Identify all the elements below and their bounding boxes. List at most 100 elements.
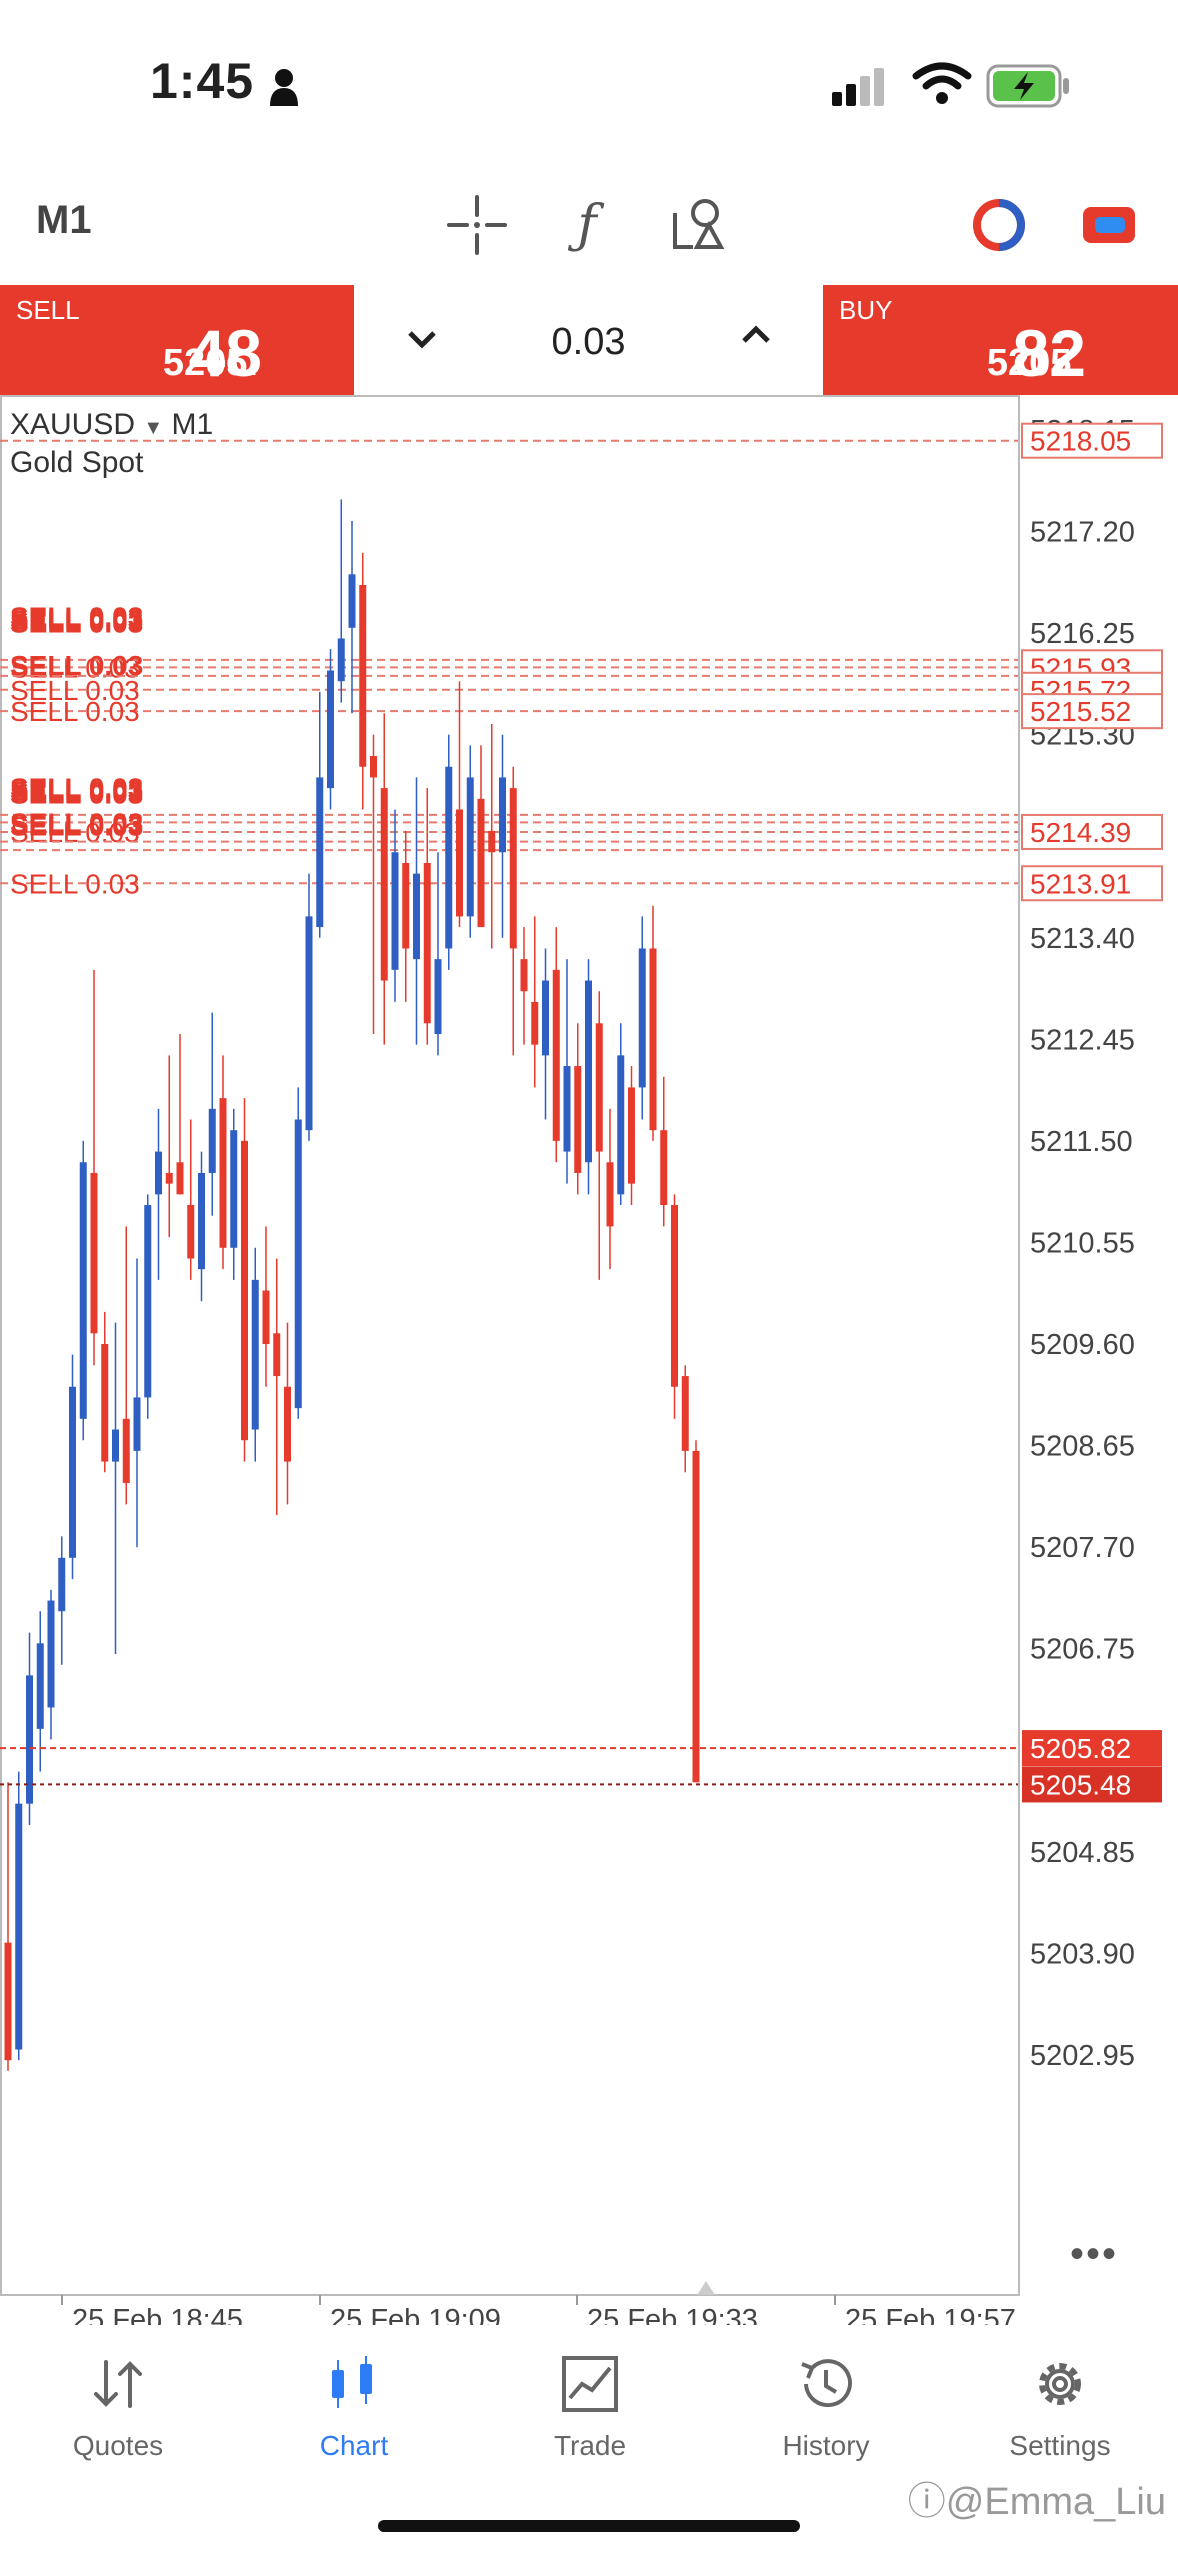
- x-tick-label: 25 Feb 19:09: [330, 2304, 501, 2325]
- symbol-description: Gold Spot: [10, 446, 144, 479]
- candle-body: [423, 862, 431, 1024]
- candle-body: [413, 873, 420, 960]
- home-indicator: [378, 2520, 800, 2532]
- status-time: 1:45: [150, 53, 255, 109]
- increase-lot-icon[interactable]: [738, 317, 774, 353]
- candle-body: [101, 1343, 109, 1462]
- candle-body: [198, 1172, 205, 1270]
- nav-history[interactable]: History: [708, 2348, 944, 2478]
- candle-body: [434, 959, 442, 1034]
- candle-body: [241, 1140, 248, 1441]
- nav-settings[interactable]: Settings: [942, 2348, 1178, 2478]
- y-tick-label: 5206.75: [1030, 1634, 1135, 1666]
- order-line-label: SELL 0.03: [10, 650, 143, 681]
- candle-body: [305, 916, 313, 1131]
- lot-value[interactable]: 0.03: [551, 321, 626, 363]
- candle-body: [552, 969, 560, 1141]
- timeframe-selector[interactable]: M1: [36, 198, 92, 242]
- sell-price-main: 5205.: [162, 342, 258, 384]
- candle-body: [681, 1376, 689, 1451]
- symbol-dropdown-icon: ▼: [143, 417, 164, 439]
- x-tick-label: 25 Feb 19:57: [845, 2304, 1016, 2325]
- order-line-label: SELL 0.03: [10, 772, 143, 803]
- nav-chart[interactable]: Chart: [236, 2348, 472, 2478]
- nav-quotes[interactable]: Quotes: [0, 2348, 236, 2478]
- symbol-timeframe: M1: [171, 408, 214, 441]
- order-line-label: SELL 0.03: [10, 604, 143, 635]
- y-tick-label: 5202.95: [1030, 2040, 1135, 2072]
- y-tick-label: 5213.40: [1030, 923, 1135, 955]
- candle-body: [133, 1397, 141, 1451]
- y-tick-label: 5203.90: [1030, 1938, 1135, 1970]
- order-line-label: SELL 0.03: [10, 607, 143, 638]
- objects-icon[interactable]: [664, 190, 734, 260]
- candle-body: [58, 1557, 66, 1612]
- candle-body: [574, 1066, 582, 1173]
- candle-body: [509, 788, 517, 949]
- trade-icon: [562, 2356, 618, 2412]
- candle-body: [251, 1279, 259, 1430]
- y-tick-label: 5208.65: [1030, 1431, 1135, 1463]
- order-line-label: SELL 0.03: [10, 675, 140, 706]
- order-line-label: SELL 0.03: [10, 601, 143, 632]
- candle-body: [445, 766, 453, 949]
- candle-body: [69, 1386, 76, 1558]
- account-icon[interactable]: [964, 190, 1034, 260]
- crosshair-icon[interactable]: [442, 190, 512, 260]
- candle-body: [230, 1130, 238, 1248]
- candle-body: [456, 809, 463, 917]
- candle-body: [370, 756, 377, 778]
- y-tick-label: 5204.85: [1030, 1837, 1135, 1869]
- candle-body: [176, 1162, 184, 1195]
- candle-body: [531, 1001, 539, 1045]
- nav-chart-label: Chart: [319, 2430, 389, 2461]
- x-tick-label: 25 Feb 18:45: [72, 2304, 243, 2325]
- y-tick-label: 5216.25: [1030, 618, 1135, 650]
- y-tick-label: 5210.55: [1030, 1227, 1135, 1259]
- sell-button[interactable]: SELL 5205. 48: [0, 285, 354, 395]
- order-price-label: 5215.52: [1030, 696, 1131, 727]
- nav-trade-label: Trade: [553, 2430, 627, 2461]
- candle-body: [165, 1172, 173, 1184]
- order-price-label: 5214.39: [1030, 817, 1131, 848]
- candle-body: [585, 980, 592, 1163]
- order-price-label: 5213.91: [1030, 868, 1131, 899]
- nav-trade[interactable]: Trade: [472, 2348, 708, 2478]
- order-line-label: SELL 0.03: [10, 808, 143, 839]
- function-icon[interactable]: ƒ: [577, 195, 597, 255]
- sell-label: SELL: [16, 295, 80, 325]
- candle-body: [628, 1087, 635, 1184]
- candle-body: [348, 574, 356, 628]
- candle-body: [4, 1942, 12, 2061]
- candle-body: [26, 1675, 33, 1804]
- price-chart[interactable]: 5218.155217.205216.255215.305214.355213.…: [0, 395, 1178, 2325]
- candle-body: [155, 1151, 162, 1195]
- lot-selector: 0.03: [354, 285, 823, 395]
- watermark: ⓘ@Emma_Liu: [907, 2481, 1166, 2523]
- sell-price-big: 48: [188, 316, 262, 390]
- order-line-label: SELL 0.03: [10, 652, 140, 683]
- candle-body: [122, 1418, 130, 1483]
- candle-body: [219, 1098, 227, 1248]
- candle-body: [563, 1066, 571, 1152]
- nav-settings-label: Settings: [1009, 2430, 1111, 2461]
- candle-body: [542, 980, 549, 1056]
- more-icon[interactable]: •••: [1070, 2232, 1119, 2276]
- toggle-icon[interactable]: [1074, 190, 1144, 260]
- candle-body: [294, 1119, 302, 1409]
- settings-icon: [1039, 2363, 1081, 2405]
- candle-body: [671, 1205, 678, 1387]
- order-price-label: 5218.05: [1030, 426, 1131, 457]
- order-line-label: SELL 0.03: [10, 811, 143, 842]
- ask-price-label: 5205.82: [1030, 1733, 1131, 1764]
- decrease-lot-icon[interactable]: [404, 323, 440, 359]
- candle-body: [273, 1333, 281, 1377]
- buy-button[interactable]: BUY 5205. 82: [823, 285, 1178, 395]
- candle-body: [520, 959, 528, 992]
- candle-body: [402, 862, 410, 949]
- y-tick-label: 5211.50: [1030, 1126, 1133, 1158]
- candle-body: [380, 788, 388, 981]
- signal-icon: [832, 68, 884, 106]
- candle-body: [606, 1162, 614, 1227]
- chart-symbol[interactable]: XAUUSD ▼ M1: [10, 408, 213, 442]
